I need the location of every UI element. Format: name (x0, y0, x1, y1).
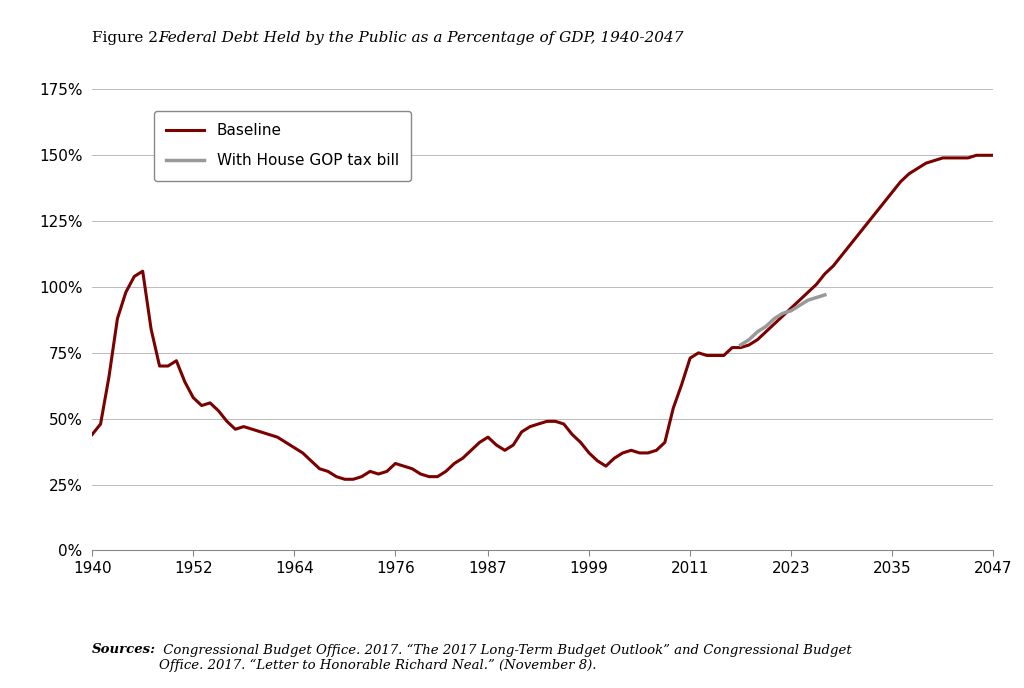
Legend: Baseline, With House GOP tax bill: Baseline, With House GOP tax bill (154, 111, 411, 181)
Text: Figure 2.: Figure 2. (92, 31, 168, 45)
Text: Federal Debt Held by the Public as a Percentage of GDP, 1940-2047: Federal Debt Held by the Public as a Per… (159, 31, 684, 45)
Text: Congressional Budget Office. 2017. “The 2017 Long-Term Budget Outlook” and Congr: Congressional Budget Office. 2017. “The … (159, 643, 852, 671)
Text: Sources:: Sources: (92, 643, 156, 656)
